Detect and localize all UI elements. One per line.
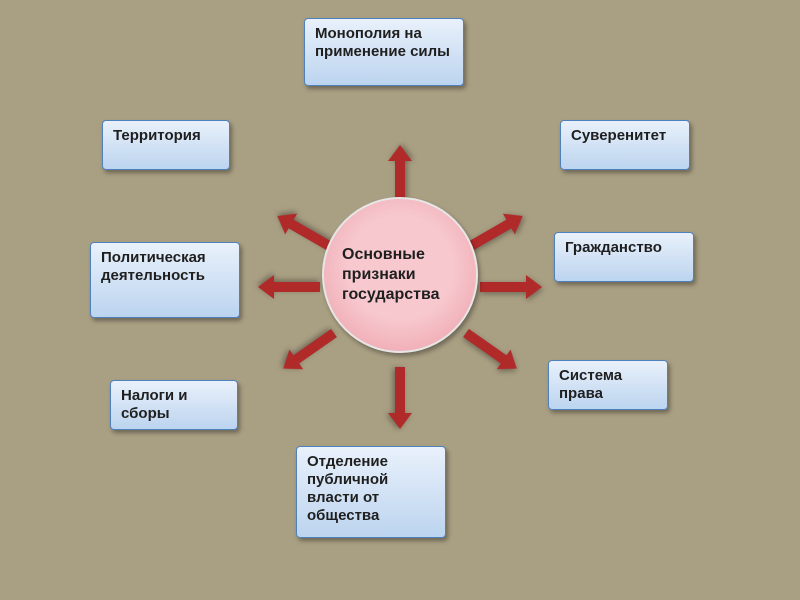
- node-sovereignty: Суверенитет: [560, 120, 690, 170]
- arrow-citizenship: [480, 275, 542, 299]
- node-label: Отделение публичной власти от общества: [307, 453, 388, 524]
- node-territory: Территория: [102, 120, 230, 170]
- node-label: Налоги и сборы: [121, 387, 188, 422]
- center-node: Основные признаки государства: [322, 197, 478, 353]
- arrow-taxes: [277, 323, 342, 378]
- node-separation: Отделение публичной власти от общества: [296, 446, 446, 538]
- arrow-lawsystem: [459, 323, 524, 378]
- node-label: Суверенитет: [571, 127, 666, 144]
- node-label: Монополия на применение силы: [315, 25, 450, 60]
- node-label: Система права: [559, 367, 622, 402]
- node-political: Политическая деятельность: [90, 242, 240, 318]
- node-taxes: Налоги и сборы: [110, 380, 238, 430]
- diagram-canvas: Основные признаки государства Монополия н…: [0, 0, 800, 600]
- node-citizenship: Гражданство: [554, 232, 694, 282]
- node-monopoly: Монополия на применение силы: [304, 18, 464, 86]
- node-label: Политическая деятельность: [101, 249, 206, 284]
- arrow-separation: [388, 367, 412, 429]
- arrow-political: [258, 275, 320, 299]
- node-label: Территория: [113, 127, 201, 144]
- center-label: Основные признаки государства: [342, 245, 458, 305]
- node-lawsystem: Система права: [548, 360, 668, 410]
- node-label: Гражданство: [565, 239, 662, 256]
